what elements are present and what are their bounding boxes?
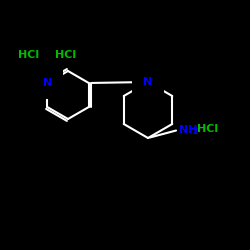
Text: N: N <box>144 77 152 87</box>
Text: HCl: HCl <box>18 50 39 60</box>
Text: NH: NH <box>179 125 198 135</box>
Text: N: N <box>42 78 52 88</box>
Text: 2: 2 <box>192 128 197 136</box>
Text: HCl: HCl <box>55 50 76 60</box>
Text: HCl: HCl <box>197 124 218 134</box>
